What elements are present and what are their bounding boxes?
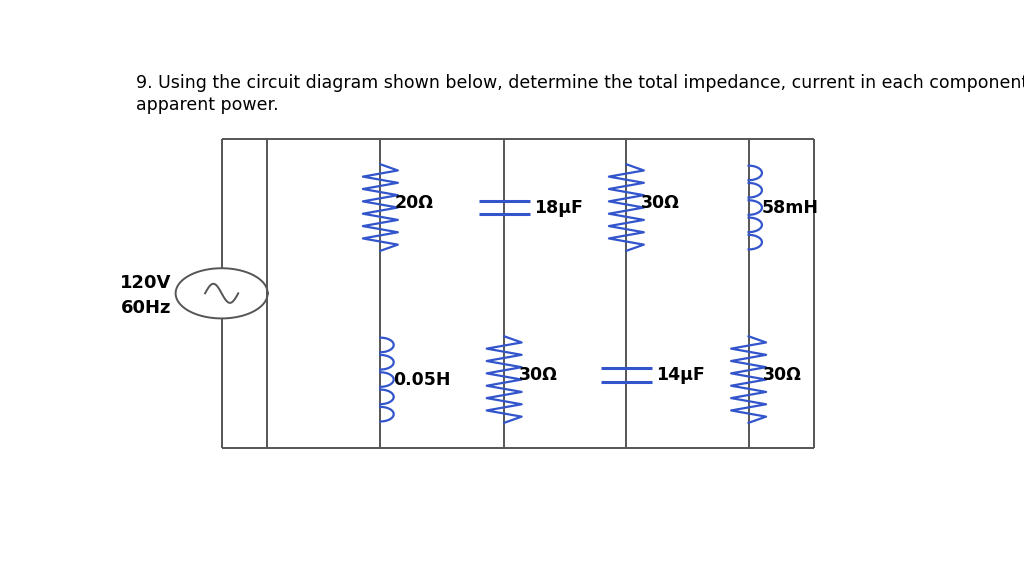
Text: apparent power.: apparent power. xyxy=(136,96,279,114)
Text: 30Ω: 30Ω xyxy=(518,366,557,384)
Text: 30Ω: 30Ω xyxy=(641,194,680,212)
Text: 0.05H: 0.05H xyxy=(393,370,451,388)
Text: 18μF: 18μF xyxy=(535,198,584,216)
Text: 14μF: 14μF xyxy=(656,366,706,384)
Text: 60Hz: 60Hz xyxy=(121,300,172,318)
Text: 9. Using the circuit diagram shown below, determine the total impedance, current: 9. Using the circuit diagram shown below… xyxy=(136,74,1024,92)
Text: 120V: 120V xyxy=(120,274,172,292)
Text: 58mH: 58mH xyxy=(761,198,818,216)
Text: 20Ω: 20Ω xyxy=(394,194,433,212)
Text: 30Ω: 30Ω xyxy=(763,366,802,384)
